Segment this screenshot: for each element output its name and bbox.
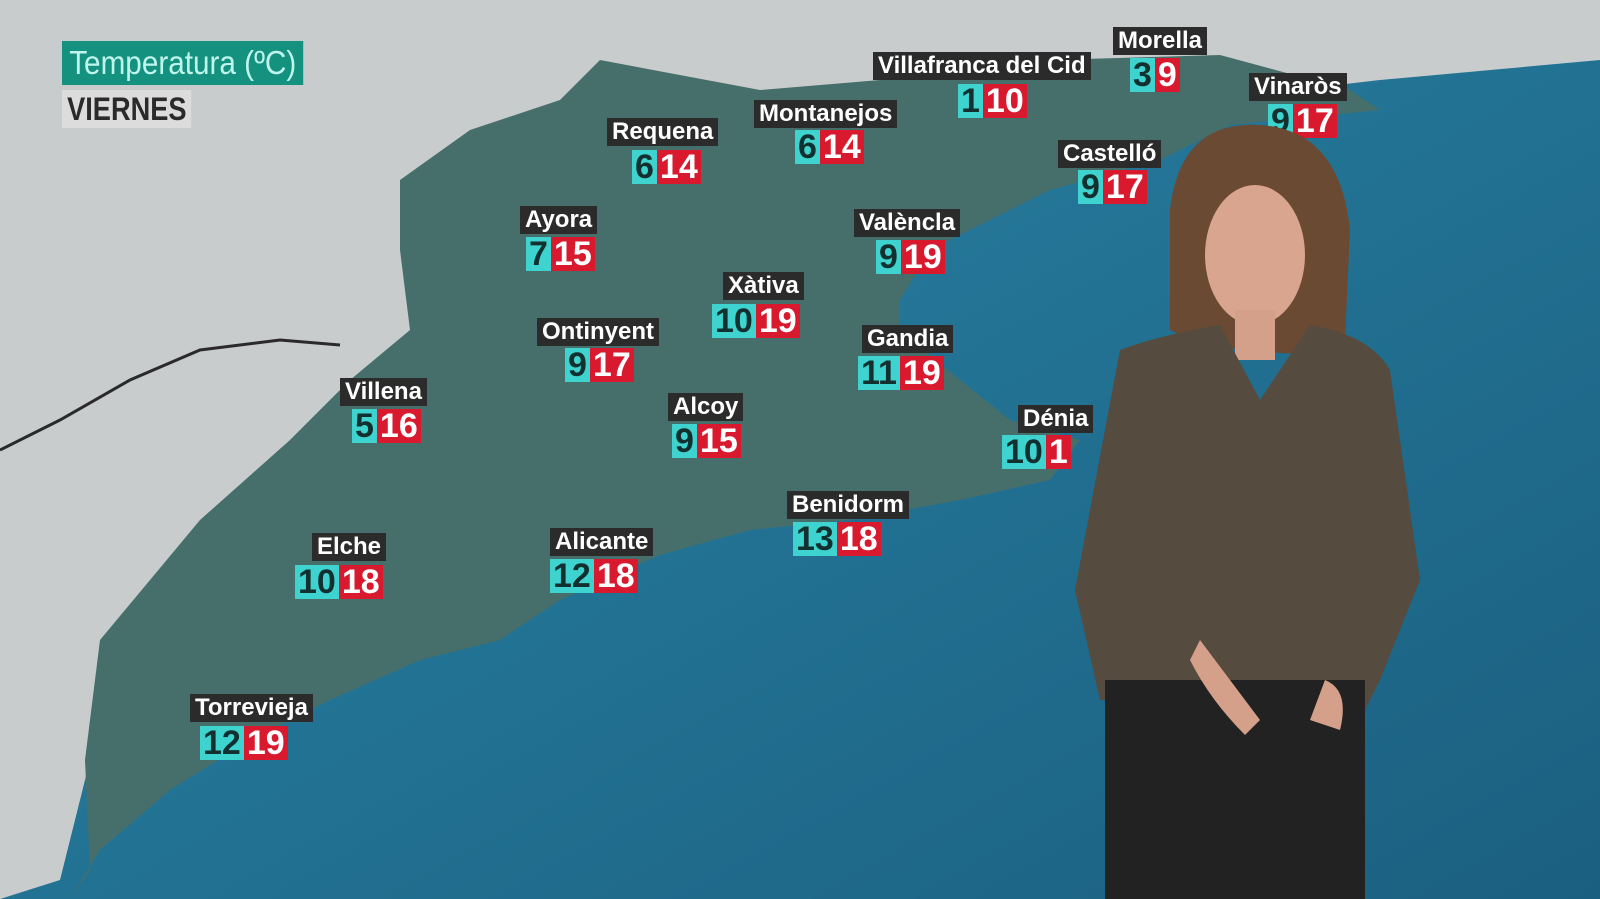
min-temperature: 9 xyxy=(1078,170,1103,204)
city-marker: Xàtiva 10 19 xyxy=(712,272,804,338)
temperature-pair: 9 17 xyxy=(565,348,634,382)
max-temperature: 14 xyxy=(819,130,864,164)
temperature-pair: 12 18 xyxy=(550,559,638,593)
city-marker: Valèncla 9 19 xyxy=(854,209,961,274)
min-temperature: 9 xyxy=(876,240,901,274)
city-name: Requena xyxy=(607,118,719,146)
city-name: Villafranca del Cid xyxy=(873,52,1091,80)
temperature-pair: 6 14 xyxy=(632,150,701,184)
temperature-pair: 9 19 xyxy=(876,240,945,274)
city-name: Morella xyxy=(1113,27,1208,55)
city-name: Gandia xyxy=(862,325,954,353)
max-temperature: 15 xyxy=(550,237,595,271)
city-name: Dénia xyxy=(1018,405,1094,433)
max-temperature: 19 xyxy=(900,240,945,274)
min-temperature: 3 xyxy=(1130,58,1155,92)
city-marker: Ayora 7 15 xyxy=(520,206,598,271)
city-marker: Vinaròs 9 17 xyxy=(1249,73,1347,138)
city-marker: Requena 6 14 xyxy=(607,118,719,184)
max-temperature: 17 xyxy=(1102,170,1147,204)
city-name: Xàtiva xyxy=(723,272,804,300)
min-temperature: 9 xyxy=(672,424,697,458)
min-temperature: 6 xyxy=(632,150,657,184)
temperature-pair: 13 18 xyxy=(793,522,881,556)
presenter xyxy=(1075,124,1420,899)
min-temperature: 11 xyxy=(858,356,900,390)
min-temperature: 10 xyxy=(712,304,756,338)
min-temperature: 13 xyxy=(793,522,837,556)
land-region xyxy=(70,55,1380,899)
min-temperature: 1 xyxy=(958,84,983,118)
min-temperature: 10 xyxy=(295,565,339,599)
city-marker: Montanejos 6 14 xyxy=(754,100,898,164)
min-temperature: 5 xyxy=(352,409,377,443)
temperature-pair: 3 9 xyxy=(1130,58,1180,92)
city-name: Alcoy xyxy=(668,393,744,421)
city-marker: Morella 3 9 xyxy=(1113,27,1208,92)
max-temperature: 15 xyxy=(696,424,741,458)
min-temperature: 12 xyxy=(550,559,594,593)
city-name: Ontinyent xyxy=(537,318,659,346)
city-name: Ayora xyxy=(520,206,598,234)
min-temperature: 7 xyxy=(526,237,551,271)
city-marker: Ontinyent 9 17 xyxy=(537,318,659,382)
max-temperature: 18 xyxy=(593,559,638,593)
max-temperature: 18 xyxy=(338,565,383,599)
city-name: Vinaròs xyxy=(1249,73,1347,101)
city-marker: Elche 10 18 xyxy=(295,533,387,599)
temperature-pair: 9 15 xyxy=(672,424,741,458)
min-temperature: 10 xyxy=(1002,435,1046,469)
city-marker: Torrevieja 12 19 xyxy=(190,694,313,760)
map-title: Temperatura (ºC) xyxy=(62,41,304,85)
city-marker: Benidorm 13 18 xyxy=(787,491,910,556)
temperature-pair: 1 10 xyxy=(958,84,1027,118)
min-temperature: 9 xyxy=(565,348,590,382)
max-temperature: 9 xyxy=(1154,58,1180,92)
max-temperature: 1 xyxy=(1045,435,1071,469)
city-marker: Alicante 12 18 xyxy=(550,528,654,593)
city-marker: Dénia 10 1 xyxy=(1002,405,1094,469)
temperature-pair: 10 19 xyxy=(712,304,800,338)
city-name: Torrevieja xyxy=(190,694,313,722)
temperature-pair: 6 14 xyxy=(795,130,864,164)
temperature-pair: 9 17 xyxy=(1078,170,1147,204)
city-marker: Villafranca del Cid 1 10 xyxy=(873,52,1091,118)
temperature-pair: 12 19 xyxy=(200,726,288,760)
city-name: Benidorm xyxy=(787,491,910,519)
temperature-pair: 11 19 xyxy=(858,356,944,390)
city-name: Villena xyxy=(340,378,427,406)
city-name: Alicante xyxy=(550,528,654,556)
city-name: Elche xyxy=(312,533,387,561)
city-marker: Gandia 11 19 xyxy=(858,325,954,390)
forecast-day: VIERNES xyxy=(62,90,192,128)
max-temperature: 10 xyxy=(982,84,1027,118)
city-name: Montanejos xyxy=(754,100,898,128)
max-temperature: 19 xyxy=(899,356,944,390)
temperature-pair: 7 15 xyxy=(526,237,595,271)
max-temperature: 17 xyxy=(1292,104,1337,138)
max-temperature: 19 xyxy=(243,726,288,760)
min-temperature: 6 xyxy=(795,130,820,164)
city-marker: Castelló 9 17 xyxy=(1058,140,1162,204)
max-temperature: 14 xyxy=(656,150,701,184)
max-temperature: 16 xyxy=(376,409,421,443)
temperature-pair: 5 16 xyxy=(352,409,421,443)
min-temperature: 12 xyxy=(200,726,244,760)
temperature-pair: 10 1 xyxy=(1002,435,1071,469)
max-temperature: 19 xyxy=(755,304,800,338)
temperature-pair: 10 18 xyxy=(295,565,383,599)
city-marker: Alcoy 9 15 xyxy=(668,393,744,458)
border-line xyxy=(0,338,341,452)
max-temperature: 18 xyxy=(836,522,881,556)
max-temperature: 17 xyxy=(589,348,634,382)
city-name: Valèncla xyxy=(854,209,961,237)
city-marker: Villena 5 16 xyxy=(340,378,427,443)
city-name: Castelló xyxy=(1058,140,1162,168)
